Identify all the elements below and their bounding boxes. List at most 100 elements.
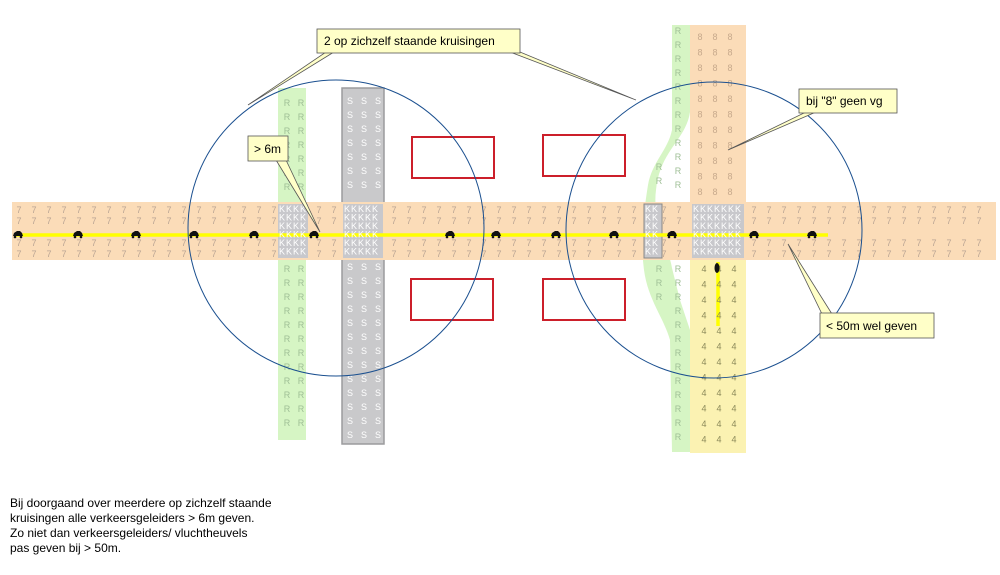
main-road-tile: 7 <box>871 249 876 259</box>
road-south-tile: 4 <box>716 342 721 352</box>
main-road-tile: 7 <box>106 249 111 259</box>
main-road-tile: 7 <box>316 205 321 215</box>
crossing-tile: K <box>300 247 306 257</box>
main-road-tile: 7 <box>811 238 816 248</box>
crossing-tile: K <box>728 204 734 214</box>
main-road-tile: 7 <box>796 249 801 259</box>
crossing-tile: K <box>707 213 713 223</box>
rail-tile: S <box>375 152 381 162</box>
crossing-tile: K <box>721 247 727 257</box>
main-road-tile: 7 <box>976 205 981 215</box>
road-north-tile: 8 <box>697 79 702 89</box>
main-road-tile: 7 <box>46 216 51 226</box>
main-road-tile: 7 <box>421 249 426 259</box>
main-road-tile: 7 <box>331 216 336 226</box>
car-icon <box>807 231 817 239</box>
building-se <box>542 278 626 321</box>
road-south-tile: 4 <box>701 419 706 429</box>
road-north-tile: 8 <box>712 125 717 135</box>
road-north-tile: 8 <box>727 32 732 42</box>
cycle-path-tile: R <box>675 292 682 302</box>
crossing-tile: K <box>351 204 357 214</box>
main-road-tile: 7 <box>976 216 981 226</box>
crossing-tile: K <box>279 221 285 231</box>
building-sw <box>410 278 494 321</box>
main-road-tile: 7 <box>946 238 951 248</box>
rail-tile: S <box>375 304 381 314</box>
main-road-tile: 7 <box>451 238 456 248</box>
main-road-tile: 7 <box>106 205 111 215</box>
crossing-tile: K <box>728 238 734 248</box>
main-road-tile: 7 <box>496 205 501 215</box>
main-road-tile: 7 <box>436 205 441 215</box>
rail-tile: S <box>375 332 381 342</box>
main-road-tile: 7 <box>241 216 246 226</box>
cycle-path-tile: R <box>675 124 682 134</box>
cycle-path-tile: R <box>298 264 305 274</box>
crossing-rail <box>343 204 383 258</box>
main-road-tile: 7 <box>136 238 141 248</box>
road-south-tile: 4 <box>731 264 736 274</box>
road-north-tile: 8 <box>712 110 717 120</box>
crossing-tile: K <box>693 204 699 214</box>
note-line: Bij doorgaand over meerdere op zichzelf … <box>10 496 272 510</box>
cycle-path-tile: R <box>298 404 305 414</box>
rail-tile: S <box>375 166 381 176</box>
crossing-tile: K <box>728 230 734 240</box>
main-road-tile: 7 <box>166 216 171 226</box>
main-road-tile: 7 <box>526 216 531 226</box>
main-road-tile: 7 <box>886 249 891 259</box>
cycle-path-tile: R <box>656 278 663 288</box>
crossing-tile: K <box>293 204 299 214</box>
cycle-path-tile: R <box>675 54 682 64</box>
cycle-path-tile: R <box>675 362 682 372</box>
main-road-tile: 7 <box>76 249 81 259</box>
crossing-tile: K <box>372 247 378 257</box>
main-road-tile: 7 <box>421 238 426 248</box>
main-road-tile: 7 <box>241 249 246 259</box>
main-road-tile: 7 <box>586 205 591 215</box>
crossing-tile: K <box>293 238 299 248</box>
main-road-tile: 7 <box>931 249 936 259</box>
crossing-tile: K <box>344 221 350 231</box>
crossing-tile: K <box>344 238 350 248</box>
main-road-tile: 7 <box>136 205 141 215</box>
crossing-tile: K <box>351 247 357 257</box>
road-south-tile: 4 <box>731 342 736 352</box>
cycle-path-tile: R <box>298 292 305 302</box>
road-south-tile: 4 <box>701 435 706 445</box>
crossing-tile: K <box>700 221 706 231</box>
main-road-tile: 7 <box>196 216 201 226</box>
crossing-tile: K <box>735 221 741 231</box>
main-road-tile: 7 <box>541 249 546 259</box>
road-north-tile: 8 <box>727 63 732 73</box>
rail-tile: S <box>347 402 353 412</box>
cycle-path-tile: R <box>298 348 305 358</box>
crossing-tile: K <box>645 204 651 214</box>
main-road-tile: 7 <box>571 238 576 248</box>
main-road-tile: 7 <box>511 216 516 226</box>
crossing-tile: K <box>358 213 364 223</box>
crossing-tile: K <box>652 213 658 223</box>
main-road-tile: 7 <box>601 249 606 259</box>
rail-tile: S <box>347 304 353 314</box>
main-road-tile: 7 <box>586 238 591 248</box>
car-icon <box>551 231 561 239</box>
rail-tile: S <box>375 180 381 190</box>
main-road-tile: 7 <box>61 216 66 226</box>
crossing-tile: K <box>293 213 299 223</box>
road-south-tile: 4 <box>716 311 721 321</box>
main-road-tile: 7 <box>511 238 516 248</box>
rail-tile: S <box>361 276 367 286</box>
main-road-tile: 7 <box>316 216 321 226</box>
main-road-tile: 7 <box>751 238 756 248</box>
main-road-tile: 7 <box>496 238 501 248</box>
main-road-tile: 7 <box>766 216 771 226</box>
cycle-path-tile: R <box>675 40 682 50</box>
cycle-path-tile: R <box>298 126 305 136</box>
cycle-path-tile: R <box>284 112 291 122</box>
main-road-tile: 7 <box>466 249 471 259</box>
crossing-tile: K <box>652 247 658 257</box>
main-road-tile: 7 <box>856 238 861 248</box>
